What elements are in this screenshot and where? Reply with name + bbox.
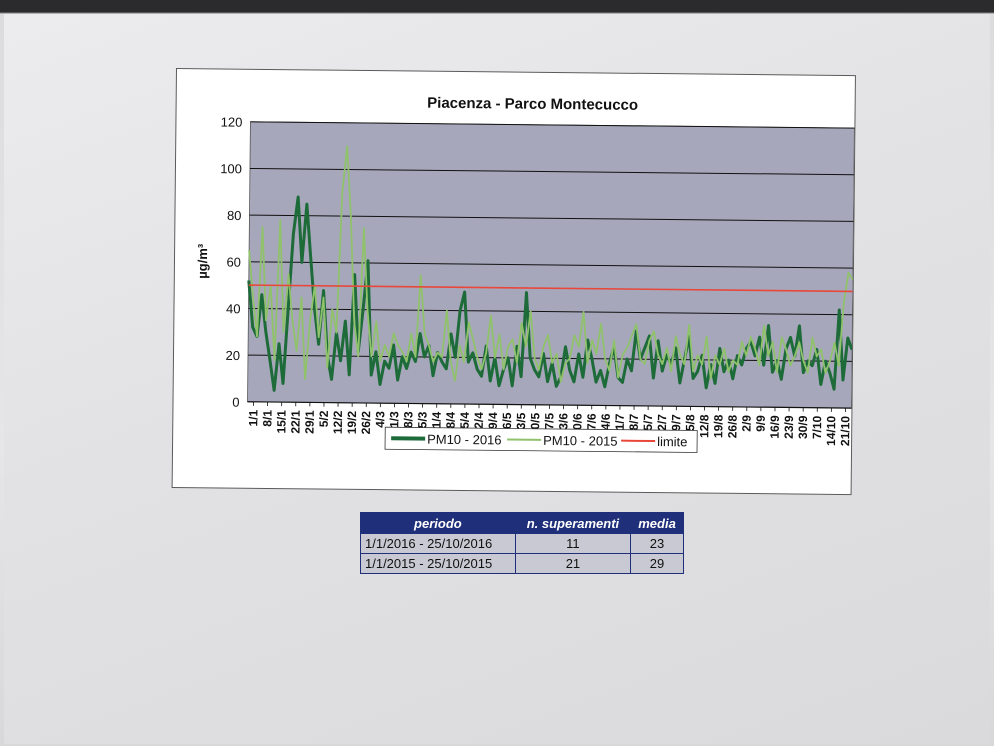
- x-tick-label-18: 6/5: [500, 412, 514, 429]
- x-tick-label-41: 14/10: [824, 415, 838, 446]
- legend-label-0: PM10 - 2016: [427, 432, 502, 448]
- x-tick-label-1: 8/1: [260, 410, 274, 427]
- x-tick-label-8: 26/2: [359, 411, 373, 435]
- x-tick-label-35: 2/9: [740, 415, 754, 432]
- x-tick-label-36: 9/9: [754, 415, 768, 432]
- legend-label-2: limite: [657, 434, 687, 449]
- pm10-chart: Piacenza - Parco Montecucco 0 20 40 60 80 100 1…: [195, 95, 855, 453]
- row-2015-exceedances: 21: [514, 553, 632, 574]
- gridline-120: [250, 121, 855, 129]
- y-tick-label-40: 40: [226, 301, 241, 316]
- y-tick-label-60: 60: [226, 255, 241, 270]
- x-tick-label-13: 1/4: [429, 411, 443, 428]
- x-tick-label-40: 7/10: [810, 415, 824, 439]
- y-tick-label-80: 80: [227, 208, 242, 223]
- x-tick-label-3: 22/1: [288, 410, 302, 434]
- series-line-1: [248, 145, 854, 383]
- gridline-60: [248, 261, 853, 269]
- x-tick-label-9: 4/3: [373, 411, 387, 428]
- x-tick-label-14: 8/4: [444, 412, 458, 429]
- x-tick-label-27: 8/7: [627, 413, 641, 430]
- x-tick-label-37: 16/9: [768, 415, 782, 439]
- chart-frame: Piacenza - Parco Montecucco 0 20 40 60 80 100 1…: [171, 68, 856, 496]
- row-2016-mean: 23: [630, 533, 684, 554]
- x-tick-label-34: 26/8: [725, 414, 739, 438]
- chart-title: Piacenza - Parco Montecucco: [427, 95, 638, 114]
- y-tick-label-0: 0: [232, 395, 239, 410]
- gridline-40: [248, 307, 853, 316]
- y-tick-label-120: 120: [221, 114, 243, 129]
- x-tick-label-33: 19/8: [711, 414, 725, 438]
- table-row: 1/1/2015 - 25/10/2015 21 29: [360, 553, 684, 574]
- table-row: 1/1/2016 - 25/10/2016 11 23: [360, 533, 684, 554]
- y-tick-label-100: 100: [220, 161, 242, 176]
- x-tick-label-32: 12/8: [697, 414, 711, 438]
- x-tick-label-39: 30/9: [796, 415, 810, 439]
- header-periodo: periodo: [360, 512, 516, 534]
- x-tick-label-7: 19/2: [345, 410, 359, 434]
- x-tick-label-31: 5/8: [683, 414, 697, 431]
- x-tick-label-5: 5/2: [317, 410, 331, 427]
- x-tick-label-0: 1/1: [246, 409, 260, 426]
- header-media: media: [630, 512, 684, 534]
- y-tick-label-20: 20: [225, 348, 240, 363]
- table-header-row: periodo n. superamenti media: [360, 512, 684, 534]
- row-2015-mean: 29: [630, 553, 684, 574]
- monitor-screen: Piacenza - Parco Montecucco 0 20 40 60 80 100 1…: [4, 14, 990, 744]
- x-tick-label-6: 12/2: [331, 410, 345, 434]
- row-2016-exceedances: 11: [514, 533, 632, 554]
- x-tick-label-22: 3/6: [556, 413, 570, 430]
- x-tick-label-26: 1/7: [613, 413, 627, 430]
- y-axis-label: µg/m³: [195, 243, 210, 279]
- x-tick-label-38: 23/9: [782, 415, 796, 439]
- exceedance-table: periodo n. superamenti media 1/1/2016 - …: [360, 512, 684, 574]
- x-tick-label-2: 15/1: [274, 410, 288, 434]
- x-tick-label-4: 29/1: [303, 410, 317, 434]
- series-line-2: [248, 284, 853, 293]
- series-line-0: [247, 195, 854, 392]
- gridline-100: [249, 167, 854, 176]
- header-superamenti: n. superamenti: [514, 512, 632, 534]
- x-tick-label-42: 21/10: [838, 416, 852, 447]
- row-2016-period: 1/1/2016 - 25/10/2016: [360, 533, 516, 554]
- legend-label-1: PM10 - 2015: [543, 433, 618, 449]
- row-2015-period: 1/1/2015 - 25/10/2015: [360, 553, 516, 574]
